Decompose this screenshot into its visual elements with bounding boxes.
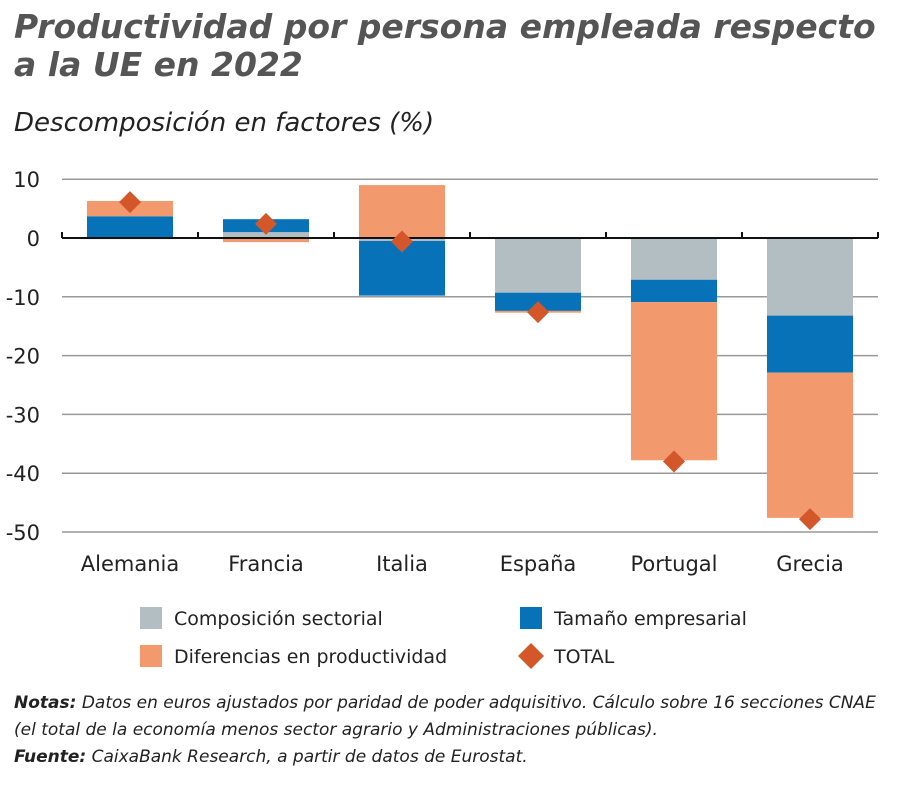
- x-tick-label: Portugal: [631, 552, 718, 576]
- bar-segment: [767, 372, 853, 518]
- legend-swatch: [518, 643, 544, 669]
- fuente-label: Fuente:: [14, 747, 87, 767]
- total-marker: [663, 450, 685, 473]
- total-marker: [799, 508, 821, 531]
- x-tick-label: Alemania: [81, 552, 179, 576]
- legend-label: Tamaño empresarial: [553, 608, 747, 630]
- y-tick-label: -10: [6, 286, 40, 310]
- y-tick-label: -50: [6, 521, 40, 545]
- y-tick-label: 0: [27, 227, 40, 251]
- notas-text: Datos en euros ajustados por paridad de …: [14, 693, 876, 740]
- bar-segment: [495, 238, 581, 293]
- legend-swatch: [140, 645, 162, 667]
- chart-title: Productividad por persona empleada respe…: [14, 7, 876, 84]
- x-tick-label: España: [500, 552, 577, 576]
- legend-swatch: [140, 607, 162, 629]
- legend-swatch: [520, 607, 542, 629]
- total-marker: [391, 230, 413, 253]
- legend-label: Diferencias en productividad: [174, 646, 447, 668]
- bar-segment: [767, 238, 853, 316]
- bar-segment: [631, 279, 717, 303]
- total-marker: [255, 212, 277, 235]
- x-tick-label: Grecia: [776, 552, 844, 576]
- bar-segment: [359, 185, 445, 238]
- legend-label: TOTAL: [553, 646, 615, 668]
- bar-segment: [87, 216, 173, 238]
- legend-label: Composición sectorial: [174, 608, 383, 630]
- bar-segment: [767, 315, 853, 373]
- y-tick-label: -40: [6, 462, 40, 486]
- bar-segment: [223, 238, 309, 243]
- fuente-text: CaixaBank Research, a partir de datos de…: [86, 747, 528, 767]
- bar-segment: [223, 232, 309, 238]
- y-tick-label: -30: [6, 403, 40, 427]
- y-tick-label: -20: [6, 345, 40, 369]
- total-marker: [527, 301, 549, 324]
- notes: Notas: Datos en euros ajustados por pari…: [14, 690, 894, 771]
- total-marker: [119, 191, 141, 214]
- y-tick-label: 10: [13, 168, 40, 192]
- x-tick-label: Italia: [376, 552, 428, 576]
- chart: 10 0 -10 -20 -30 -40 -50 Alemania Francia Italia E…: [6, 168, 879, 669]
- bar-segment: [631, 238, 717, 280]
- x-tick-label: Francia: [228, 552, 304, 576]
- bar-segment: [631, 302, 717, 461]
- notas-label: Notas:: [14, 693, 77, 713]
- chart-subtitle: Descomposición en factores (%): [14, 108, 435, 138]
